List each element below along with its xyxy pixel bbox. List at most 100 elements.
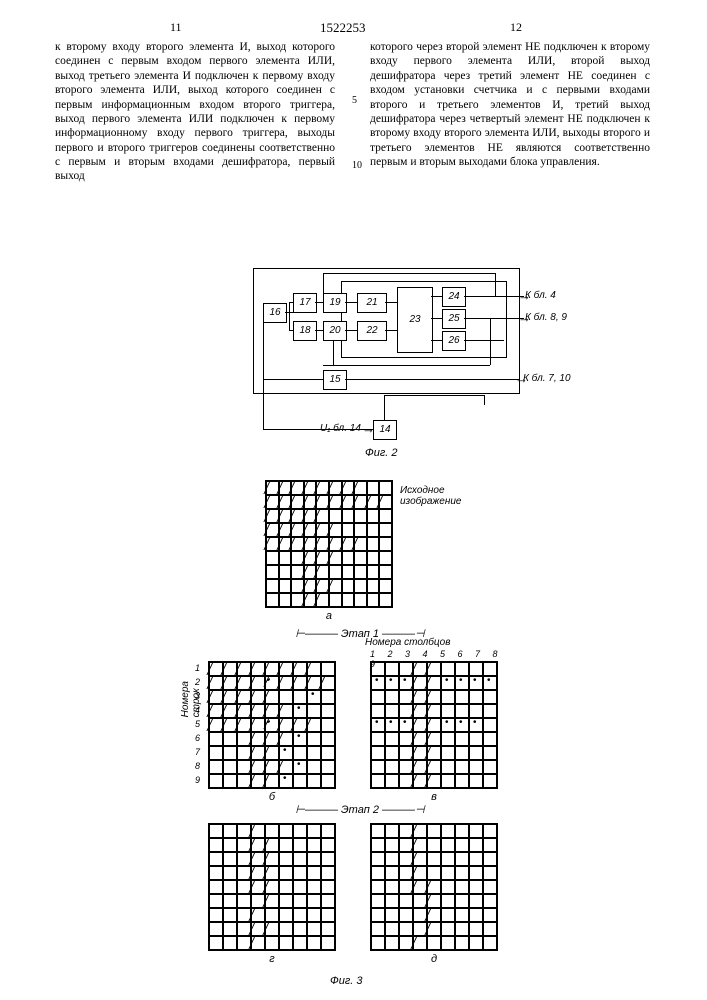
grid-cell <box>469 760 483 774</box>
grid-cell <box>413 838 427 852</box>
grid-cell <box>385 852 399 866</box>
grid-cell <box>455 936 469 950</box>
grid-cell <box>483 732 497 746</box>
grid-cell <box>265 774 279 788</box>
grid-cell <box>483 838 497 852</box>
grid-cell <box>266 551 279 565</box>
grid-g <box>208 823 336 951</box>
grid-cell <box>279 732 293 746</box>
grid-cell <box>293 704 307 718</box>
grid-cell <box>321 936 335 950</box>
row-nums: 123456789 <box>195 661 200 787</box>
grid-cell <box>293 760 307 774</box>
grid-cell <box>279 579 292 593</box>
grid-cell <box>483 922 497 936</box>
grid-cell <box>455 746 469 760</box>
grid-cell <box>371 908 385 922</box>
source-label: Исходное изображение <box>400 485 490 507</box>
grid-cell <box>441 718 455 732</box>
grid-cell <box>293 922 307 936</box>
grid-cell <box>321 732 335 746</box>
grid-cell <box>441 880 455 894</box>
grid-cell <box>307 922 321 936</box>
grid-cell <box>321 852 335 866</box>
grid-cell <box>427 704 441 718</box>
grid-cell <box>371 880 385 894</box>
block-20: 20 <box>323 321 347 341</box>
grid-cell <box>354 509 367 523</box>
grid-cell <box>279 551 292 565</box>
grid-cell <box>223 908 237 922</box>
grid-cell <box>483 908 497 922</box>
grid-cell <box>413 852 427 866</box>
block-22: 22 <box>357 321 387 341</box>
grid-cell <box>354 537 367 551</box>
grid-cell <box>379 593 392 607</box>
sub-b: б <box>208 791 336 803</box>
grid-cell <box>266 593 279 607</box>
grid-cell <box>441 866 455 880</box>
grid-cell <box>469 732 483 746</box>
grid-cell <box>427 690 441 704</box>
grid-cell <box>265 922 279 936</box>
grid-cell <box>469 838 483 852</box>
grid-cell <box>385 936 399 950</box>
grid-cell <box>413 824 427 838</box>
grid-cell <box>385 662 399 676</box>
grid-cell <box>265 852 279 866</box>
grid-cell <box>455 704 469 718</box>
grid-cell <box>385 746 399 760</box>
grid-cell <box>469 704 483 718</box>
grid-cell <box>279 894 293 908</box>
grid-cell <box>441 922 455 936</box>
grid-cell <box>209 922 223 936</box>
page-num-right: 12 <box>510 20 522 35</box>
block-26: 26 <box>442 331 466 351</box>
grid-cell <box>209 838 223 852</box>
page-num-left: 11 <box>170 20 182 35</box>
grid-cell <box>342 551 355 565</box>
grid-cell <box>223 746 237 760</box>
grid-cell <box>455 922 469 936</box>
grid-cell <box>469 676 483 690</box>
grid-cell <box>307 894 321 908</box>
grid-cell <box>209 880 223 894</box>
grid-cell <box>367 579 380 593</box>
grid-cell <box>441 760 455 774</box>
grid-cell <box>483 936 497 950</box>
grid-cell <box>354 523 367 537</box>
grid-cell <box>293 880 307 894</box>
grid-cell <box>385 866 399 880</box>
grid-cell <box>371 936 385 950</box>
grid-cell <box>455 908 469 922</box>
grid-cell <box>469 746 483 760</box>
grid-cell <box>441 746 455 760</box>
grid-cell <box>483 824 497 838</box>
grid-cell <box>483 662 497 676</box>
grid-v <box>370 661 498 789</box>
grid-cell <box>279 866 293 880</box>
grid-cell <box>265 824 279 838</box>
arrow-icon: → <box>515 371 528 386</box>
line-number-5: 5 <box>352 95 357 108</box>
grid-cell <box>223 880 237 894</box>
grid-cell <box>223 866 237 880</box>
grid-cell <box>455 760 469 774</box>
grid-cell <box>379 495 392 509</box>
grid-cell <box>223 838 237 852</box>
grid-cell <box>209 894 223 908</box>
grid-cell <box>367 565 380 579</box>
text-right: которого через второй элемент НЕ подключ… <box>370 41 650 168</box>
grid-cell <box>342 565 355 579</box>
grid-cell <box>279 824 293 838</box>
grid-cell <box>209 866 223 880</box>
grid-cell <box>427 774 441 788</box>
input-label: U₁ бл. 14 <box>320 423 361 434</box>
grid-cell <box>293 894 307 908</box>
grid-cell <box>223 824 237 838</box>
grid-cell <box>427 824 441 838</box>
grid-cell <box>483 774 497 788</box>
grid-cell <box>371 852 385 866</box>
grid-cell <box>371 718 385 732</box>
grid-cell <box>329 509 342 523</box>
